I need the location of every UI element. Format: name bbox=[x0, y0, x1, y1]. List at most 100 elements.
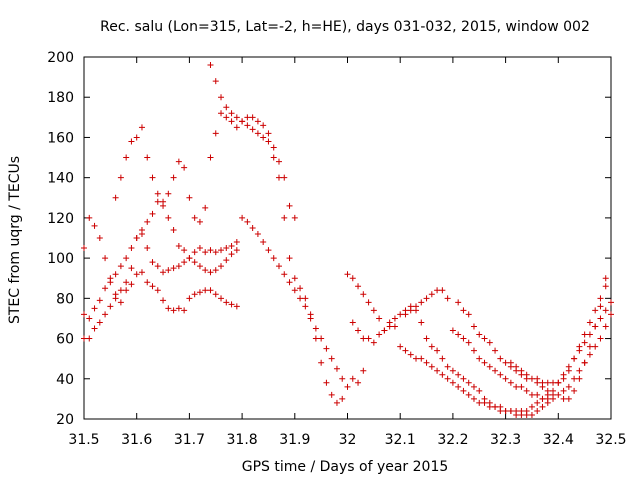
data-point bbox=[260, 122, 267, 129]
data-point bbox=[181, 307, 188, 314]
data-point bbox=[349, 275, 356, 282]
data-point bbox=[355, 283, 362, 290]
data-point bbox=[497, 371, 504, 378]
data-point bbox=[133, 235, 140, 241]
x-tick-label: 32.3 bbox=[490, 432, 521, 448]
data-point bbox=[523, 375, 530, 382]
data-point bbox=[470, 323, 477, 330]
data-point bbox=[481, 399, 488, 406]
x-tick-label: 32 bbox=[339, 432, 357, 448]
data-point bbox=[91, 325, 98, 332]
data-point bbox=[81, 335, 87, 342]
data-point bbox=[455, 331, 462, 338]
data-point bbox=[539, 383, 546, 390]
data-point bbox=[486, 339, 493, 346]
data-point bbox=[376, 331, 383, 338]
data-point bbox=[102, 255, 109, 262]
data-point bbox=[534, 399, 541, 406]
data-point bbox=[365, 299, 372, 306]
data-point bbox=[513, 407, 520, 414]
data-point bbox=[117, 299, 124, 306]
data-point bbox=[576, 343, 583, 350]
data-point bbox=[481, 335, 488, 342]
data-point bbox=[175, 305, 182, 312]
data-point bbox=[191, 291, 198, 298]
data-point bbox=[149, 283, 156, 290]
data-point bbox=[602, 307, 609, 314]
y-tick-labels: 20 40 60 80 100 120 140 160 180 200 bbox=[47, 50, 74, 428]
data-point bbox=[428, 291, 435, 298]
data-point bbox=[576, 367, 583, 374]
data-point bbox=[465, 379, 472, 386]
data-point bbox=[260, 134, 267, 141]
data-point bbox=[370, 339, 377, 346]
data-point bbox=[597, 335, 604, 342]
data-point bbox=[434, 347, 441, 354]
data-point bbox=[444, 295, 451, 302]
data-point bbox=[291, 275, 298, 282]
data-point bbox=[165, 214, 172, 221]
data-point bbox=[91, 222, 98, 229]
chart-title: Rec. salu (Lon=315, Lat=-2, h=HE), days … bbox=[100, 19, 590, 35]
data-point bbox=[391, 323, 398, 330]
data-point bbox=[191, 259, 198, 266]
data-point bbox=[376, 315, 383, 322]
data-point bbox=[397, 311, 404, 318]
data-point bbox=[244, 114, 251, 121]
data-point bbox=[476, 399, 483, 406]
data-point bbox=[344, 383, 351, 390]
data-point bbox=[275, 158, 282, 165]
data-point bbox=[365, 335, 372, 342]
data-point bbox=[513, 363, 520, 370]
data-point bbox=[233, 124, 240, 131]
data-point bbox=[439, 371, 446, 378]
data-point bbox=[576, 375, 583, 382]
data-point bbox=[228, 301, 235, 308]
data-point bbox=[196, 289, 203, 296]
data-point bbox=[518, 407, 525, 414]
data-point bbox=[86, 335, 93, 342]
data-point bbox=[328, 391, 335, 398]
data-point bbox=[212, 78, 219, 85]
data-point bbox=[460, 387, 467, 394]
data-point bbox=[339, 375, 346, 382]
data-point bbox=[112, 271, 119, 278]
data-point bbox=[565, 367, 572, 374]
data-point bbox=[154, 190, 161, 197]
data-point bbox=[502, 407, 509, 414]
data-point bbox=[470, 347, 477, 354]
data-point bbox=[175, 243, 182, 250]
data-point bbox=[275, 263, 282, 270]
data-point bbox=[581, 331, 588, 338]
data-point bbox=[460, 307, 467, 314]
data-point bbox=[154, 198, 161, 205]
data-point bbox=[455, 371, 462, 378]
data-point bbox=[465, 311, 472, 318]
data-point bbox=[212, 249, 219, 256]
data-point bbox=[117, 174, 124, 181]
y-tick-label: 20 bbox=[56, 412, 74, 428]
data-point bbox=[286, 202, 293, 209]
data-point bbox=[318, 335, 325, 342]
data-point bbox=[402, 311, 409, 318]
data-point bbox=[218, 94, 225, 101]
data-point bbox=[228, 118, 235, 125]
data-point bbox=[138, 124, 145, 131]
data-point bbox=[502, 375, 509, 382]
data-point bbox=[286, 255, 293, 262]
data-point bbox=[160, 198, 167, 205]
data-point bbox=[492, 367, 499, 374]
data-point bbox=[597, 295, 604, 302]
data-point bbox=[349, 375, 356, 382]
data-point bbox=[265, 138, 272, 145]
data-point bbox=[528, 411, 535, 418]
data-point bbox=[117, 287, 124, 294]
data-point bbox=[81, 311, 87, 318]
data-point bbox=[218, 263, 225, 270]
data-point bbox=[149, 210, 156, 217]
data-point bbox=[355, 327, 362, 334]
data-point bbox=[160, 269, 167, 276]
data-point bbox=[144, 279, 151, 286]
data-point bbox=[270, 255, 277, 262]
y-tick-label: 100 bbox=[47, 251, 74, 267]
